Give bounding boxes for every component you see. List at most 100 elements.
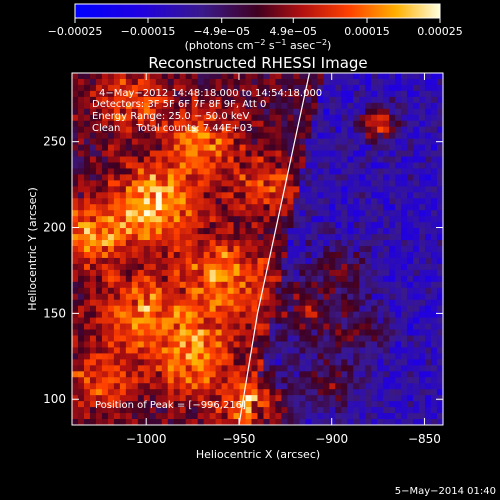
- heatmap-cell: [137, 126, 145, 134]
- heatmap-cell: [155, 192, 163, 199]
- heatmap-cell: [72, 383, 79, 390]
- heatmap-cell: [131, 281, 139, 289]
- heatmap-cell: [293, 389, 300, 396]
- heatmap-cell: [251, 246, 258, 253]
- heatmap-cell: [191, 257, 199, 265]
- heatmap-cell: [413, 234, 420, 241]
- heatmap-cell: [317, 144, 324, 151]
- heatmap-cell: [107, 395, 115, 402]
- heatmap-cell: [113, 216, 121, 223]
- heatmap-cell: [437, 210, 443, 217]
- heatmap-cell: [407, 371, 414, 378]
- heatmap-cell: [131, 174, 139, 181]
- heatmap-cell: [245, 377, 252, 384]
- heatmap-cell: [137, 419, 145, 425]
- heatmap-cell: [179, 365, 187, 372]
- heatmap-cell: [395, 389, 402, 396]
- heatmap-cell: [353, 108, 360, 116]
- heatmap-cell: [359, 251, 366, 259]
- heatmap-cell: [413, 317, 420, 324]
- heatmap-cell: [323, 287, 330, 295]
- heatmap-cell: [383, 114, 390, 122]
- heatmap-cell: [389, 371, 396, 378]
- heatmap-cell: [83, 246, 91, 253]
- heatmap-cell: [125, 84, 133, 92]
- heatmap-cell: [275, 275, 282, 283]
- heatmap-cell: [371, 234, 378, 241]
- heatmap-cell: [323, 222, 330, 229]
- heatmap-cell: [119, 132, 127, 140]
- heatmap-cell: [329, 84, 336, 92]
- heatmap-cell: [119, 293, 127, 301]
- heatmap-cell: [371, 305, 378, 313]
- heatmap-cell: [209, 246, 217, 253]
- heatmap-cell: [293, 168, 300, 175]
- heatmap-cell: [161, 311, 169, 319]
- heatmap-cell: [209, 210, 217, 217]
- heatmap-cell: [125, 407, 133, 414]
- heatmap-cell: [137, 156, 145, 163]
- heatmap-cell: [329, 329, 336, 336]
- heatmap-cell: [407, 305, 414, 313]
- heatmap-cell: [401, 174, 408, 181]
- heatmap-cell: [203, 168, 211, 175]
- heatmap-cell: [173, 371, 181, 378]
- heatmap-cell: [311, 162, 318, 169]
- heatmap-cell: [257, 389, 264, 396]
- heatmap-cell: [419, 395, 426, 402]
- heatmap-cell: [221, 401, 228, 408]
- heatmap-cell: [311, 120, 318, 128]
- heatmap-cell: [137, 281, 145, 289]
- heatmap-cell: [419, 401, 426, 408]
- heatmap-cell: [329, 383, 336, 390]
- heatmap-cell: [263, 329, 270, 336]
- heatmap-cell: [299, 419, 306, 425]
- heatmap-cell: [257, 162, 264, 169]
- heatmap-cell: [221, 317, 228, 324]
- heatmap-cell: [239, 317, 246, 324]
- heatmap-cell: [245, 222, 252, 229]
- heatmap-cell: [323, 162, 330, 169]
- heatmap-cell: [173, 311, 181, 319]
- heatmap-cell: [227, 168, 234, 175]
- heatmap-cell: [353, 192, 360, 199]
- heatmap-cell: [401, 96, 408, 104]
- heatmap-cell: [275, 377, 282, 384]
- heatmap-cell: [251, 251, 258, 259]
- heatmap-cell: [233, 329, 240, 336]
- heatmap-cell: [191, 234, 199, 241]
- heatmap-cell: [383, 150, 390, 157]
- heatmap-cell: [401, 299, 408, 307]
- heatmap-cell: [425, 150, 432, 157]
- heatmap-cell: [251, 204, 258, 211]
- heatmap-cell: [431, 305, 438, 313]
- heatmap-cell: [167, 371, 175, 378]
- heatmap-cell: [89, 210, 97, 217]
- heatmap-cell: [83, 150, 91, 157]
- heatmap-cell: [89, 281, 97, 289]
- heatmap-cell: [179, 353, 187, 360]
- heatmap-cell: [72, 257, 79, 265]
- heatmap-cell: [107, 317, 115, 324]
- heatmap-cell: [239, 132, 246, 140]
- heatmap-cell: [203, 317, 211, 324]
- heatmap-cell: [143, 347, 151, 354]
- heatmap-cell: [209, 257, 217, 265]
- heatmap-cell: [347, 275, 354, 283]
- heatmap-cell: [245, 407, 252, 414]
- heatmap-cell: [335, 73, 342, 80]
- heatmap-cell: [425, 126, 432, 134]
- heatmap-cell: [167, 174, 175, 181]
- heatmap-cell: [341, 257, 348, 265]
- heatmap-cell: [119, 138, 127, 145]
- heatmap-cell: [119, 275, 127, 283]
- heatmap-cell: [155, 90, 163, 98]
- heatmap-cell: [155, 174, 163, 181]
- heatmap-cell: [263, 246, 270, 253]
- heatmap-cell: [149, 90, 157, 98]
- heatmap-cell: [72, 293, 79, 301]
- heatmap-cell: [83, 263, 91, 271]
- heatmap-cell: [161, 78, 169, 86]
- heatmap-cell: [179, 383, 187, 390]
- heatmap-cell: [431, 138, 438, 145]
